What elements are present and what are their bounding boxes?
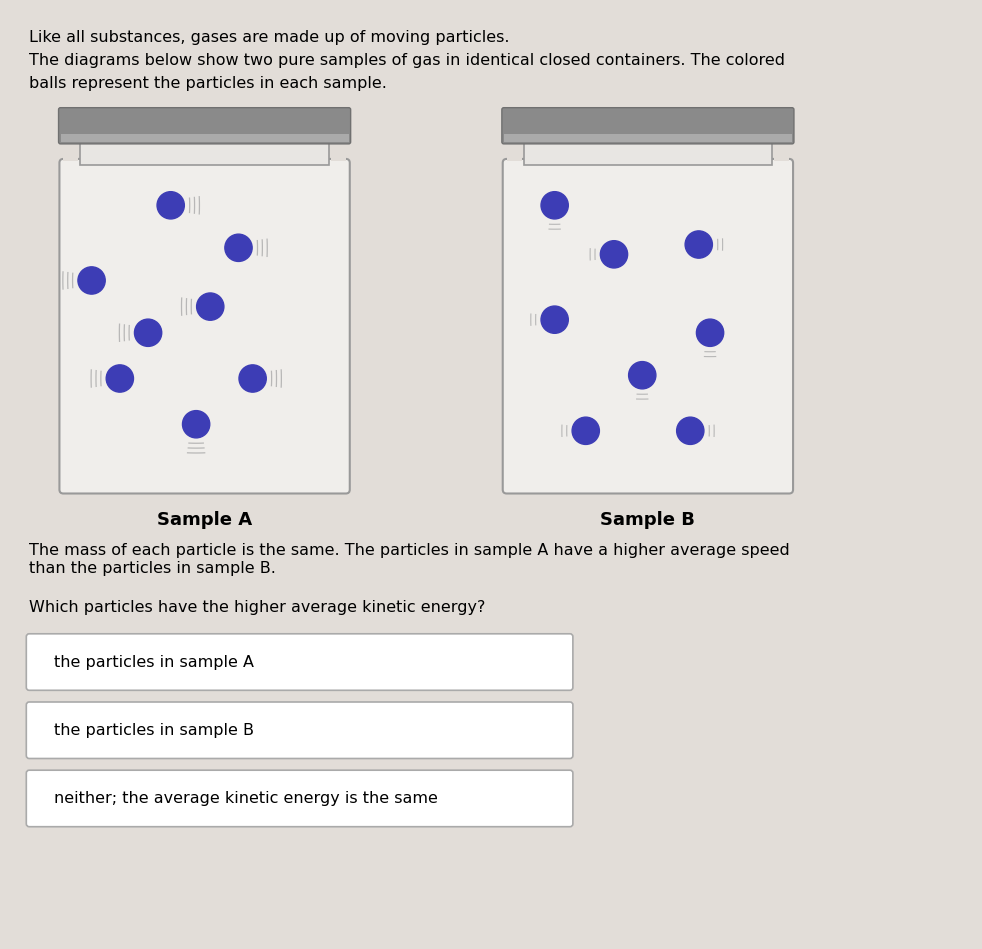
FancyBboxPatch shape: [503, 158, 793, 493]
FancyBboxPatch shape: [61, 134, 349, 142]
Circle shape: [225, 234, 252, 261]
Circle shape: [541, 192, 569, 219]
FancyBboxPatch shape: [59, 107, 351, 144]
Circle shape: [541, 306, 569, 333]
Text: the particles in sample A: the particles in sample A: [54, 655, 253, 670]
Text: the particles in sample B: the particles in sample B: [54, 723, 253, 737]
Text: The diagrams below show two pure samples of gas in identical closed containers. : The diagrams below show two pure samples…: [29, 53, 786, 68]
Text: Like all substances, gases are made up of moving particles.: Like all substances, gases are made up o…: [29, 29, 510, 45]
FancyBboxPatch shape: [27, 634, 573, 690]
Circle shape: [600, 241, 627, 268]
FancyBboxPatch shape: [81, 140, 329, 165]
Text: The mass of each particle is the same. The particles in sample A have a higher a: The mass of each particle is the same. T…: [29, 543, 790, 576]
Polygon shape: [774, 140, 790, 161]
FancyBboxPatch shape: [27, 771, 573, 827]
Polygon shape: [63, 140, 79, 161]
Text: Sample B: Sample B: [600, 511, 695, 529]
Circle shape: [157, 192, 185, 219]
Text: neither; the average kinetic energy is the same: neither; the average kinetic energy is t…: [54, 791, 437, 806]
Polygon shape: [507, 140, 521, 161]
FancyBboxPatch shape: [60, 158, 350, 493]
Circle shape: [135, 319, 162, 346]
Circle shape: [183, 411, 210, 437]
Circle shape: [628, 362, 656, 389]
Circle shape: [78, 267, 105, 294]
Circle shape: [196, 293, 224, 320]
Text: balls represent the particles in each sample.: balls represent the particles in each sa…: [29, 76, 387, 90]
Polygon shape: [331, 140, 346, 161]
Circle shape: [685, 231, 712, 258]
FancyBboxPatch shape: [27, 702, 573, 758]
Circle shape: [239, 364, 266, 392]
FancyBboxPatch shape: [502, 107, 793, 144]
Circle shape: [677, 418, 704, 444]
FancyBboxPatch shape: [523, 140, 772, 165]
Text: Sample A: Sample A: [157, 511, 252, 529]
Circle shape: [573, 418, 599, 444]
Circle shape: [106, 364, 134, 392]
Text: Which particles have the higher average kinetic energy?: Which particles have the higher average …: [29, 600, 486, 615]
Circle shape: [696, 319, 724, 346]
FancyBboxPatch shape: [504, 134, 792, 142]
